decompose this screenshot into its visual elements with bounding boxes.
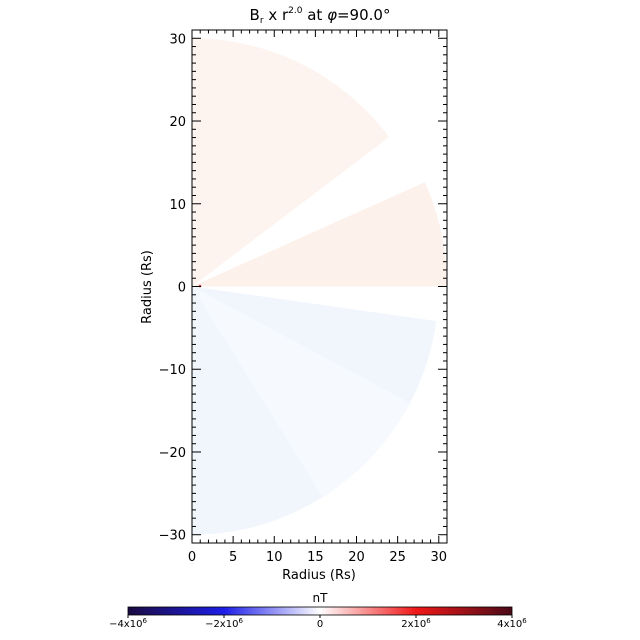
colorbar-tick-label: 4x106 (497, 617, 527, 630)
y-tick-label: −10 (159, 363, 186, 378)
x-tick-label: 25 (389, 550, 406, 565)
sector-north-upper-lobe (192, 38, 390, 287)
y-tick-label: 0 (178, 281, 186, 296)
x-tick-label: 20 (348, 550, 365, 565)
colorbar-tick-label: −4x106 (109, 617, 147, 630)
colorbar-ticks: −4x106 −2x106 0 2x106 4x106 (109, 615, 527, 630)
x-axis-label: Radius (Rs) (282, 568, 356, 583)
chart-title: Br x r2.0 at φ=90.0° (250, 6, 391, 26)
x-axis-ticks: 0 5 10 15 20 25 30 (188, 30, 448, 565)
sector-equatorial-lobe (192, 182, 447, 287)
y-tick-label: 20 (169, 115, 186, 130)
y-tick-label: 30 (169, 32, 186, 47)
field-sectors (192, 38, 447, 535)
x-tick-label: 5 (229, 550, 237, 565)
y-axis-label: Radius (Rs) (140, 250, 155, 324)
colorbar-tick-label: 2x106 (401, 617, 431, 630)
colorbar-unit: nT (313, 591, 329, 605)
colorbar-tick-label: 0 (317, 619, 323, 630)
x-tick-label: 15 (307, 550, 324, 565)
y-tick-label: 10 (169, 198, 186, 213)
x-tick-label: 10 (266, 550, 283, 565)
x-tick-label: 0 (188, 550, 196, 565)
colorbar (127, 606, 513, 616)
y-tick-label: −30 (159, 529, 186, 544)
x-tick-label: 30 (431, 550, 448, 565)
sector-southern-inner-band (192, 286, 410, 498)
y-tick-label: −20 (159, 446, 186, 461)
y-axis-ticks: −30 −20 −10 0 10 20 30 (159, 29, 447, 544)
colorbar-tick-label: −2x106 (205, 617, 243, 630)
